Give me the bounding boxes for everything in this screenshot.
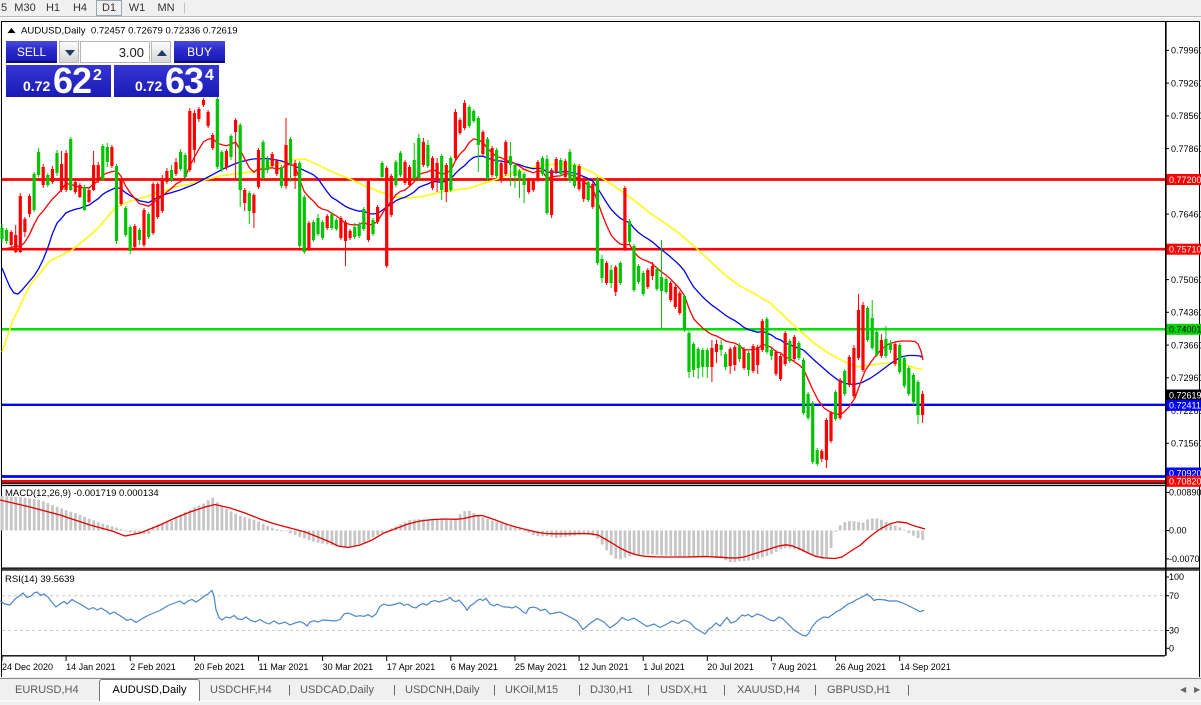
svg-text:RSI(14) 39.5639: RSI(14) 39.5639 bbox=[5, 574, 75, 585]
svg-text:0.75060: 0.75060 bbox=[1171, 275, 1201, 285]
svg-text:0.00890: 0.00890 bbox=[1169, 488, 1201, 498]
svg-text:0.79260: 0.79260 bbox=[1171, 78, 1201, 88]
svg-text:30 Mar 2021: 30 Mar 2021 bbox=[323, 662, 374, 672]
svg-text:25 May 2021: 25 May 2021 bbox=[515, 662, 567, 672]
svg-text:0.72411: 0.72411 bbox=[1169, 401, 1201, 411]
svg-text:0.72619: 0.72619 bbox=[1169, 390, 1201, 400]
svg-text:0.70920: 0.70920 bbox=[1169, 468, 1201, 478]
svg-text:-0.0070: -0.0070 bbox=[1169, 554, 1200, 564]
svg-text:0.76460: 0.76460 bbox=[1171, 209, 1201, 219]
svg-text:0: 0 bbox=[1169, 644, 1174, 654]
svg-text:14 Jan 2021: 14 Jan 2021 bbox=[66, 662, 116, 672]
svg-text:0.74001: 0.74001 bbox=[1169, 325, 1201, 335]
svg-text:0.74360: 0.74360 bbox=[1171, 308, 1201, 318]
svg-text:11 Mar 2021: 11 Mar 2021 bbox=[259, 662, 309, 672]
svg-text:1 Jul 2021: 1 Jul 2021 bbox=[643, 662, 685, 672]
svg-text:20 Feb 2021: 20 Feb 2021 bbox=[194, 662, 245, 672]
svg-text:0.77200: 0.77200 bbox=[1169, 175, 1201, 185]
svg-text:0.72960: 0.72960 bbox=[1171, 373, 1201, 383]
svg-text:0.79960: 0.79960 bbox=[1171, 46, 1201, 56]
svg-text:70: 70 bbox=[1169, 591, 1179, 601]
svg-text:0.00: 0.00 bbox=[1169, 526, 1187, 536]
svg-text:30: 30 bbox=[1169, 626, 1179, 636]
svg-text:7 Aug 2021: 7 Aug 2021 bbox=[771, 662, 817, 672]
svg-text:24 Dec 2020: 24 Dec 2020 bbox=[2, 662, 53, 672]
svg-text:17 Apr 2021: 17 Apr 2021 bbox=[387, 662, 436, 672]
svg-text:26 Aug 2021: 26 Aug 2021 bbox=[836, 662, 887, 672]
svg-text:100: 100 bbox=[1169, 572, 1184, 582]
svg-text:AUDUSD,Daily 0.72457 0.72679: AUDUSD,Daily 0.72457 0.72679 0.72336 0.7… bbox=[21, 26, 238, 37]
svg-text:0.71560: 0.71560 bbox=[1171, 439, 1201, 449]
svg-text:12 Jun 2021: 12 Jun 2021 bbox=[579, 662, 629, 672]
svg-text:0.73660: 0.73660 bbox=[1171, 340, 1201, 350]
svg-text:0.77860: 0.77860 bbox=[1171, 144, 1201, 154]
svg-text:2 Feb 2021: 2 Feb 2021 bbox=[130, 662, 176, 672]
svg-text:0.75710: 0.75710 bbox=[1169, 245, 1201, 255]
svg-text:14 Sep 2021: 14 Sep 2021 bbox=[900, 662, 951, 672]
svg-text:6 May 2021: 6 May 2021 bbox=[451, 662, 498, 672]
svg-text:20 Jul 2021: 20 Jul 2021 bbox=[707, 662, 754, 672]
svg-text:MACD(12,26,9) -0.001719 0.0001: MACD(12,26,9) -0.001719 0.000134 bbox=[5, 488, 159, 499]
svg-text:0.78560: 0.78560 bbox=[1171, 111, 1201, 121]
svg-text:0.70820: 0.70820 bbox=[1169, 477, 1201, 487]
